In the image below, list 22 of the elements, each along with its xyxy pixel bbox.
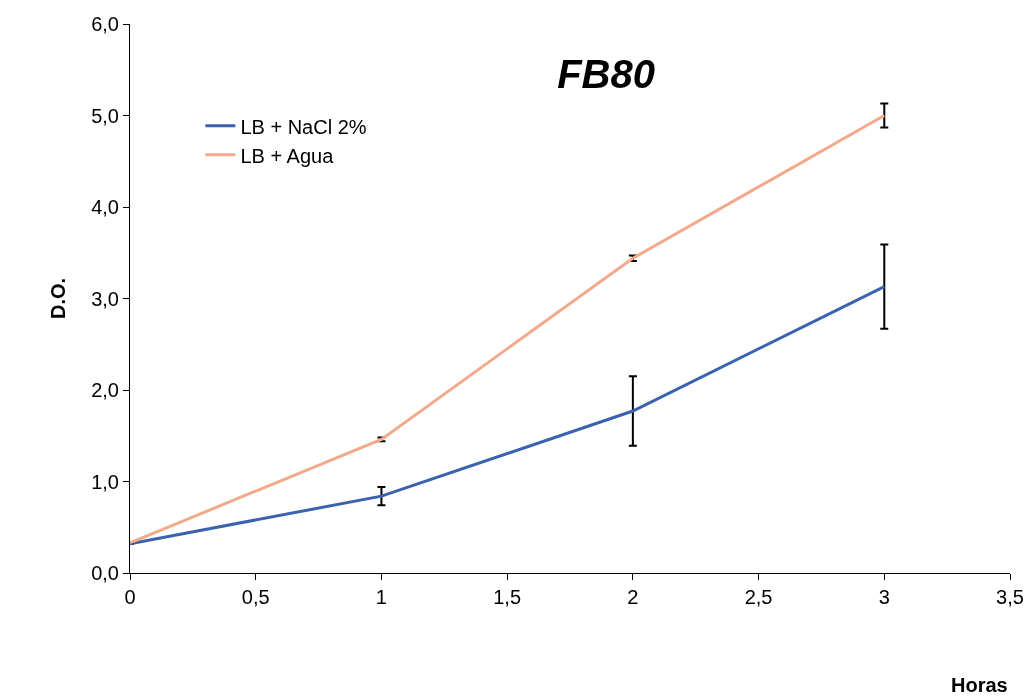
line-series bbox=[130, 114, 886, 545]
x-tick-label: 2,5 bbox=[744, 586, 773, 608]
x-tick-label: 0,5 bbox=[241, 586, 270, 608]
y-tick-label: 1,0 bbox=[91, 470, 119, 493]
y-tick-label: 2,0 bbox=[91, 379, 119, 401]
x-tick-label: 2 bbox=[627, 586, 639, 608]
x-axis-title: Horas bbox=[951, 674, 1008, 696]
y-tick-label: 4,0 bbox=[91, 196, 119, 218]
text: FB80 bbox=[557, 51, 655, 96]
y-tick-label: 0,0 bbox=[91, 562, 119, 584]
legend-label: LB + NaCl 2% bbox=[240, 115, 367, 138]
y-axis-title: D.O. bbox=[46, 277, 69, 320]
x-tick-label: 1,5 bbox=[493, 586, 522, 608]
y-tick-label: 5,0 bbox=[91, 104, 119, 127]
legend-label: LB + Agua bbox=[240, 144, 335, 167]
y-tick-label: 3,0 bbox=[91, 287, 119, 310]
x-tick-label: 3 bbox=[878, 586, 890, 608]
x-tick-label: 1 bbox=[375, 586, 387, 608]
y-tick-label: 6,0 bbox=[91, 13, 119, 35]
x-tick-label: 0 bbox=[124, 586, 136, 608]
line-series bbox=[130, 285, 886, 546]
x-tick-label: 3,5 bbox=[996, 586, 1024, 608]
